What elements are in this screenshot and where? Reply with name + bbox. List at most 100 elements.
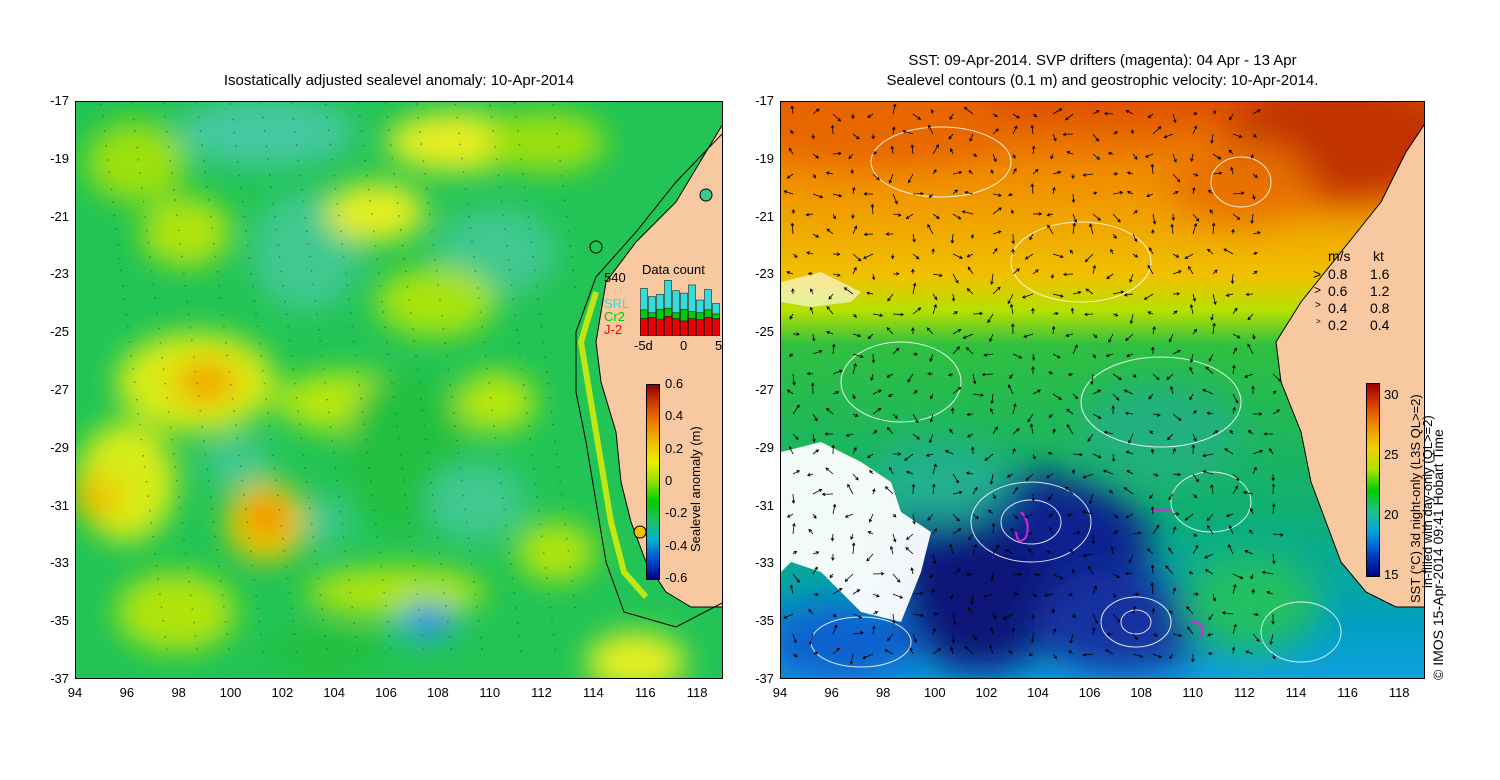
y-tick-label: -33 bbox=[50, 555, 69, 571]
right-panel-title-line2: Sealevel contours (0.1 m) and geostrophi… bbox=[886, 72, 1319, 89]
sla-colorbar-tick: 0.2 bbox=[665, 440, 684, 456]
speed-legend-kt: 0.4 bbox=[1370, 317, 1390, 333]
sst-colorbar-tick: 15 bbox=[1384, 567, 1399, 582]
legend-j2: J-2 bbox=[604, 322, 623, 337]
x-tick-label: 118 bbox=[1388, 685, 1410, 700]
x-tick-label: 104 bbox=[323, 685, 346, 700]
speed-legend-kt: 0.8 bbox=[1370, 300, 1390, 316]
y-tick-label: -35 bbox=[50, 613, 69, 629]
x-tick-label: 108 bbox=[427, 685, 449, 700]
x-tick-label: 100 bbox=[219, 685, 242, 700]
legend-srl: SRL bbox=[604, 296, 630, 311]
sst-map: m/s kt 30 25 20 15 >0.8 1.6 >0.6 1.2 >0.4 0.8 >0.2… bbox=[780, 101, 1425, 679]
sla-colorbar-label: Sealevel anomaly (m) bbox=[688, 426, 703, 552]
x-tick-label: 114 bbox=[583, 685, 604, 700]
speed-arrow-icon: > bbox=[1313, 266, 1322, 282]
sla-colorbar-tick: 0.4 bbox=[665, 408, 684, 424]
y-tick-label: -27 bbox=[755, 382, 774, 397]
speed-arrow-icon: > bbox=[1315, 300, 1321, 311]
speed-arrow-icon: > bbox=[1314, 283, 1322, 297]
x-tick-label: 110 bbox=[479, 685, 501, 700]
data-count-title: Data count bbox=[642, 262, 705, 277]
count-bar-j2 bbox=[648, 317, 656, 336]
sla-colorbar-tick: -0.4 bbox=[665, 537, 688, 553]
sla-colorbar-tick: -0.6 bbox=[665, 570, 688, 585]
sst-field bbox=[781, 102, 1424, 678]
sst-colorbar-tick: 25 bbox=[1384, 447, 1399, 462]
x-tick-label: 94 bbox=[772, 685, 788, 700]
data-count-max-label: 540 bbox=[604, 270, 626, 285]
sla-colorbar-tick: 0 bbox=[665, 473, 673, 488]
speed-legend-ms: 0.8 bbox=[1328, 266, 1348, 282]
x-tick-label: 112 bbox=[1234, 685, 1255, 700]
count-bar-j2 bbox=[712, 318, 720, 336]
sla-map: 540 Data count SRL Cr2 J-2 -5d 0 5 Seale… bbox=[75, 101, 723, 679]
x-tick-label: 96 bbox=[119, 685, 135, 700]
speed-legend-header-ms: m/s bbox=[1328, 248, 1351, 264]
speed-legend-header-kt: kt bbox=[1373, 248, 1384, 264]
count-xtick-mid: 0 bbox=[680, 338, 688, 353]
count-bar-j2 bbox=[664, 316, 672, 336]
count-xtick-start: -5d bbox=[634, 338, 653, 353]
x-tick-label: 104 bbox=[1027, 685, 1049, 700]
speed-legend-ms: 0.4 bbox=[1328, 300, 1348, 316]
y-tick-label: -33 bbox=[755, 555, 774, 571]
x-tick-label: 98 bbox=[875, 685, 891, 700]
x-tick-label: 110 bbox=[1182, 685, 1204, 700]
sst-colorbar-tick: 30 bbox=[1384, 387, 1399, 402]
x-tick-label: 114 bbox=[1285, 685, 1307, 700]
y-tick-label: -31 bbox=[755, 497, 774, 513]
y-tick-label: -37 bbox=[755, 671, 774, 686]
credit-text: © IMOS 15-Apr-2014 09:41 Hobart Time bbox=[1430, 429, 1446, 680]
x-tick-label: 106 bbox=[375, 685, 397, 700]
count-bar-j2 bbox=[704, 317, 712, 336]
speed-arrow-icon: > bbox=[1316, 317, 1321, 326]
speed-legend-ms: 0.6 bbox=[1328, 283, 1348, 299]
y-tick-label: -25 bbox=[50, 324, 69, 340]
count-bar-j2 bbox=[672, 318, 680, 336]
y-tick-label: -37 bbox=[50, 671, 69, 686]
y-tick-label: -29 bbox=[50, 439, 69, 455]
count-bar-j2 bbox=[656, 319, 664, 336]
y-tick-label: -17 bbox=[50, 93, 69, 108]
sla-colorbar bbox=[646, 384, 660, 580]
x-tick-label: 112 bbox=[531, 685, 552, 700]
y-tick-label: -23 bbox=[50, 266, 69, 282]
x-tick-label: 116 bbox=[634, 685, 656, 700]
speed-legend-kt: 1.6 bbox=[1370, 266, 1390, 282]
x-tick-label: 108 bbox=[1130, 685, 1153, 700]
count-xtick-end: 5 bbox=[715, 338, 723, 353]
x-tick-label: 102 bbox=[975, 685, 998, 700]
speed-legend-kt: 1.2 bbox=[1370, 283, 1390, 299]
x-tick-label: 102 bbox=[271, 685, 294, 700]
y-tick-label: -17 bbox=[755, 93, 774, 108]
count-bar-j2 bbox=[640, 318, 648, 336]
y-tick-label: -27 bbox=[50, 382, 69, 397]
x-tick-label: 118 bbox=[686, 685, 708, 700]
count-bar-j2 bbox=[696, 319, 704, 336]
y-tick-label: -19 bbox=[50, 150, 69, 166]
y-tick-label: -21 bbox=[755, 208, 774, 224]
right-panel-title-line1: SST: 09-Apr-2014. SVP drifters (magenta)… bbox=[908, 52, 1297, 69]
y-tick-label: -29 bbox=[755, 439, 774, 455]
left-panel-title: Isostatically adjusted sealevel anomaly:… bbox=[223, 72, 575, 89]
count-bar-srl bbox=[688, 284, 696, 336]
data-count-histogram bbox=[640, 280, 720, 336]
sst-colorbar-tick: 20 bbox=[1384, 507, 1399, 522]
sla-colorbar-tick: -0.2 bbox=[665, 505, 688, 521]
y-tick-label: -25 bbox=[755, 324, 774, 340]
x-tick-label: 116 bbox=[1337, 685, 1358, 700]
y-tick-label: -35 bbox=[755, 613, 774, 629]
x-tick-label: 106 bbox=[1078, 685, 1101, 700]
y-tick-label: -23 bbox=[755, 266, 774, 282]
x-tick-label: 98 bbox=[171, 685, 186, 700]
y-tick-label: -21 bbox=[50, 208, 69, 224]
count-bar-j2 bbox=[680, 320, 688, 336]
x-tick-label: 94 bbox=[67, 685, 83, 700]
sla-colorbar-tick: 0.6 bbox=[665, 376, 684, 391]
x-tick-label: 96 bbox=[824, 685, 839, 700]
sla-field bbox=[76, 102, 722, 678]
y-tick-label: -31 bbox=[50, 497, 69, 513]
y-tick-label: -19 bbox=[755, 150, 774, 166]
count-bar-j2 bbox=[688, 318, 696, 336]
